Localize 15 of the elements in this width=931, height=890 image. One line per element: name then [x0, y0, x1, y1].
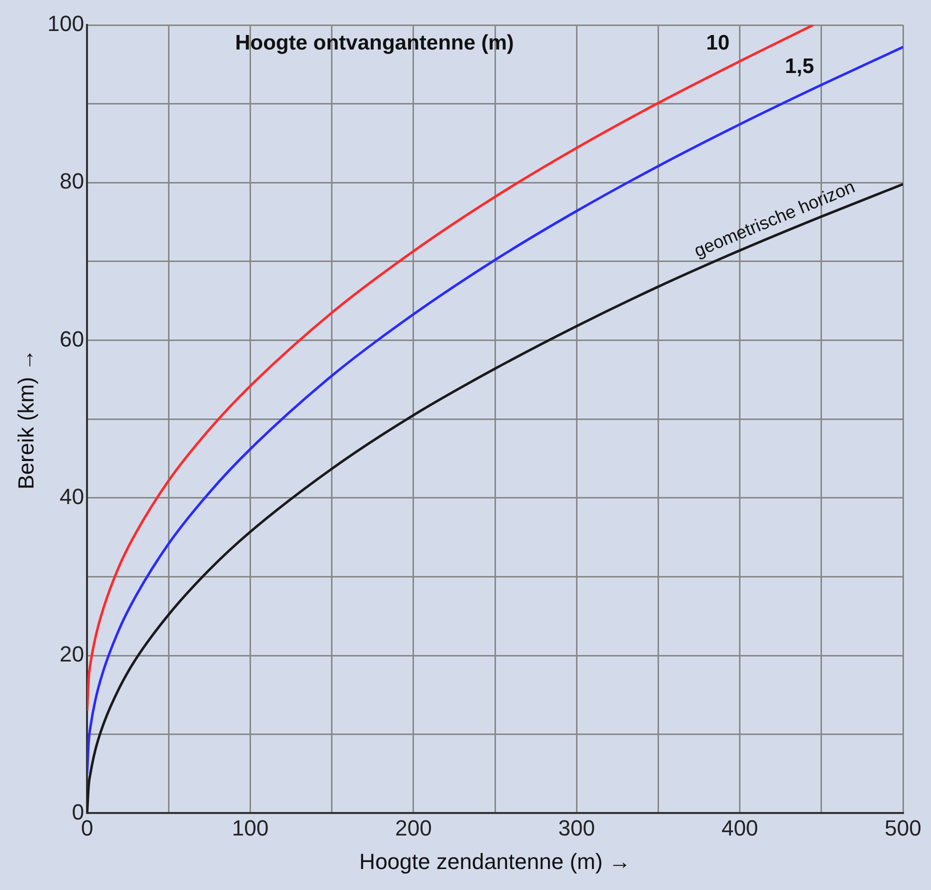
y-tick-label: 60 — [60, 326, 84, 352]
x-tick-label: 300 — [558, 815, 595, 840]
y-axis-title: Bereik (km) → — [13, 348, 38, 490]
series-label: 10 — [706, 32, 730, 55]
x-axis-title: Hoogte zendantenne (m) → — [359, 848, 631, 874]
series-label: 1,5 — [784, 55, 814, 78]
y-tick-label: 40 — [60, 484, 84, 509]
x-tick-label: 500 — [884, 815, 922, 840]
x-tick-label: 100 — [232, 815, 269, 840]
y-tick-label: 20 — [60, 642, 84, 667]
y-tick-label: 80 — [60, 168, 84, 194]
legend-title: Hoogte ontvangantenne (m) — [235, 31, 514, 54]
x-tick-label: 400 — [721, 815, 758, 840]
x-tick-label: 200 — [395, 815, 432, 840]
y-tick-label: 100 — [47, 11, 84, 36]
